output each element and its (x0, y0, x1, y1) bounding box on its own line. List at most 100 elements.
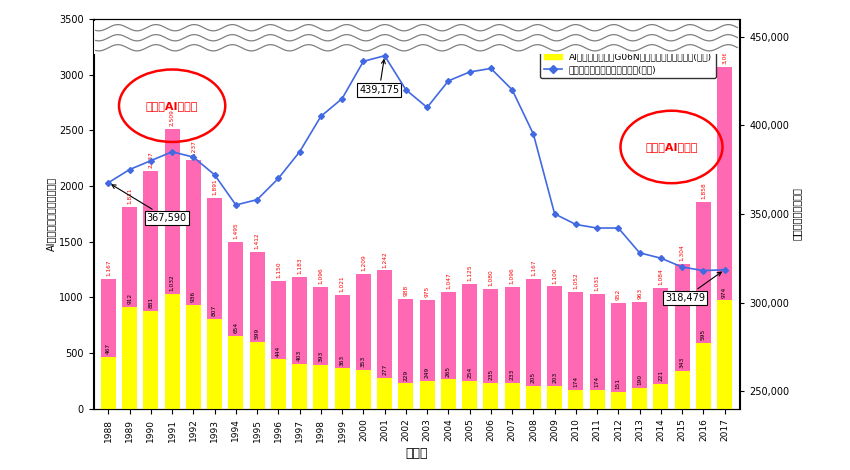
Text: 367,590: 367,590 (112, 185, 187, 223)
Bar (186, 160, 201, 409)
Bar (632, 302, 647, 409)
Bar (590, 294, 604, 409)
Text: 936: 936 (191, 290, 196, 302)
Bar (271, 281, 286, 409)
Text: 2,237: 2,237 (191, 140, 196, 157)
Text: 1,096: 1,096 (319, 267, 323, 284)
Text: 1,150: 1,150 (276, 261, 280, 278)
Text: 233: 233 (510, 369, 514, 380)
Text: 439,175: 439,175 (359, 60, 400, 95)
Text: 599: 599 (255, 328, 259, 339)
Bar (590, 390, 604, 409)
Bar (441, 379, 456, 409)
Bar (207, 319, 222, 409)
Text: 1,412: 1,412 (255, 232, 259, 249)
Text: 2,137: 2,137 (149, 151, 153, 168)
Text: 363: 363 (340, 354, 344, 366)
Text: 881: 881 (149, 297, 153, 308)
Bar (292, 364, 307, 409)
Text: 1,047: 1,047 (446, 273, 450, 290)
Bar (101, 279, 116, 409)
Y-axis label: 国内全体の出願件数: 国内全体の出願件数 (792, 188, 802, 240)
Text: 249: 249 (425, 367, 429, 378)
Bar (250, 251, 264, 409)
Text: 595: 595 (701, 329, 706, 340)
Text: 205: 205 (531, 372, 536, 383)
Bar (484, 383, 498, 409)
Bar (186, 305, 201, 409)
Bar (462, 283, 477, 409)
Text: 第三次AIブーム: 第三次AIブーム (645, 142, 698, 152)
Bar (675, 264, 689, 409)
Bar (717, 67, 732, 409)
Text: 2,509: 2,509 (170, 110, 174, 126)
Text: 1,209: 1,209 (361, 255, 366, 271)
Text: 1,096: 1,096 (510, 267, 514, 284)
Bar (654, 384, 668, 409)
Bar (377, 378, 392, 409)
Text: 444: 444 (276, 345, 280, 357)
Text: 343: 343 (680, 357, 684, 368)
Text: 151: 151 (616, 378, 620, 389)
Bar (165, 129, 179, 409)
Bar (632, 388, 647, 409)
Text: 975: 975 (425, 286, 429, 298)
Text: 1,031: 1,031 (595, 274, 599, 291)
Bar (335, 368, 349, 409)
Bar (94, 21, 740, 55)
Bar (569, 292, 583, 409)
Text: 229: 229 (404, 369, 408, 381)
Text: 254: 254 (468, 367, 472, 378)
Text: 654: 654 (234, 322, 238, 333)
Bar (356, 274, 371, 409)
Y-axis label: AI関連発明の国内出願件数: AI関連発明の国内出願件数 (46, 177, 56, 251)
Text: 952: 952 (616, 289, 620, 300)
Text: 190: 190 (638, 374, 642, 385)
Text: 265: 265 (446, 366, 450, 376)
Bar (462, 381, 477, 409)
Text: 318,479: 318,479 (665, 272, 722, 303)
Text: 277: 277 (382, 364, 387, 375)
Text: 235: 235 (489, 368, 493, 380)
Text: 1,021: 1,021 (340, 276, 344, 292)
Bar (314, 287, 328, 409)
Text: 807: 807 (212, 305, 217, 316)
Bar (420, 381, 434, 409)
Text: 1,080: 1,080 (489, 269, 493, 286)
Text: 第二次AIブーム: 第二次AIブーム (146, 101, 198, 111)
Bar (250, 342, 264, 409)
Text: 1,032: 1,032 (170, 274, 174, 291)
Bar (696, 202, 711, 409)
Text: 3,065: 3,065 (722, 48, 727, 64)
Bar (101, 357, 116, 409)
Bar (696, 343, 711, 409)
Bar (717, 300, 732, 409)
Bar (399, 384, 413, 409)
Bar (441, 292, 456, 409)
Bar (399, 299, 413, 409)
Bar (420, 300, 434, 409)
Bar (547, 386, 562, 409)
Bar (207, 198, 222, 409)
Text: 403: 403 (298, 350, 302, 361)
Bar (611, 392, 626, 409)
Bar (675, 371, 689, 409)
Bar (356, 369, 371, 409)
Text: 174: 174 (595, 376, 599, 387)
Text: 174: 174 (574, 376, 578, 387)
Bar (292, 277, 307, 409)
Bar (484, 289, 498, 409)
Text: 1,858: 1,858 (701, 182, 706, 199)
Bar (526, 386, 541, 409)
Bar (144, 311, 158, 409)
Text: 393: 393 (319, 351, 323, 362)
Text: 1,495: 1,495 (234, 223, 238, 240)
Text: 974: 974 (722, 286, 727, 298)
Text: 988: 988 (404, 285, 408, 296)
Bar (377, 270, 392, 409)
Bar (229, 336, 243, 409)
Text: 1,891: 1,891 (212, 179, 217, 196)
Text: 1,183: 1,183 (298, 258, 302, 274)
X-axis label: 出願年: 出願年 (405, 447, 428, 460)
Text: 1,811: 1,811 (128, 188, 132, 204)
